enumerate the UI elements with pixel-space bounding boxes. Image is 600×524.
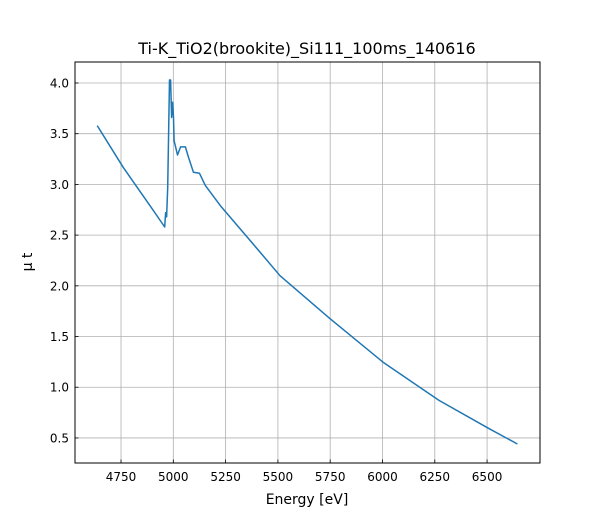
chart-title: Ti-K_TiO2(brookite)_Si111_100ms_140616: [137, 39, 475, 59]
x-axis-label: Energy [eV]: [266, 492, 349, 508]
y-tick-label: 3.5: [50, 127, 69, 141]
series-line: [96, 79, 518, 445]
x-tick-label: 5500: [263, 470, 294, 484]
plot-frame: [74, 61, 541, 464]
y-axis-label: μ t: [20, 252, 36, 271]
x-tick-label: 5000: [158, 470, 189, 484]
x-tick-label: 5250: [210, 470, 241, 484]
ticks: 4750 5000 5250 5500 5750 6000 6250 6500 0.5 1.0 1.…: [50, 76, 502, 484]
y-tick-label: 2.5: [50, 229, 69, 243]
y-tick-label: 1.5: [50, 330, 69, 344]
grid: [75, 62, 540, 463]
x-tick-label: 5750: [315, 470, 346, 484]
y-tick-label: 1.0: [50, 381, 69, 395]
x-tick-label: 6500: [472, 470, 503, 484]
series-layer: [96, 79, 518, 445]
x-tick-label: 6250: [420, 470, 451, 484]
x-tick-label: 6000: [367, 470, 398, 484]
y-tick-label: 2.0: [50, 279, 69, 293]
y-tick-label: 3.0: [50, 178, 69, 192]
x-tick-label: 4750: [106, 470, 137, 484]
y-tick-label: 4.0: [50, 76, 69, 90]
y-tick-label: 0.5: [50, 431, 69, 445]
